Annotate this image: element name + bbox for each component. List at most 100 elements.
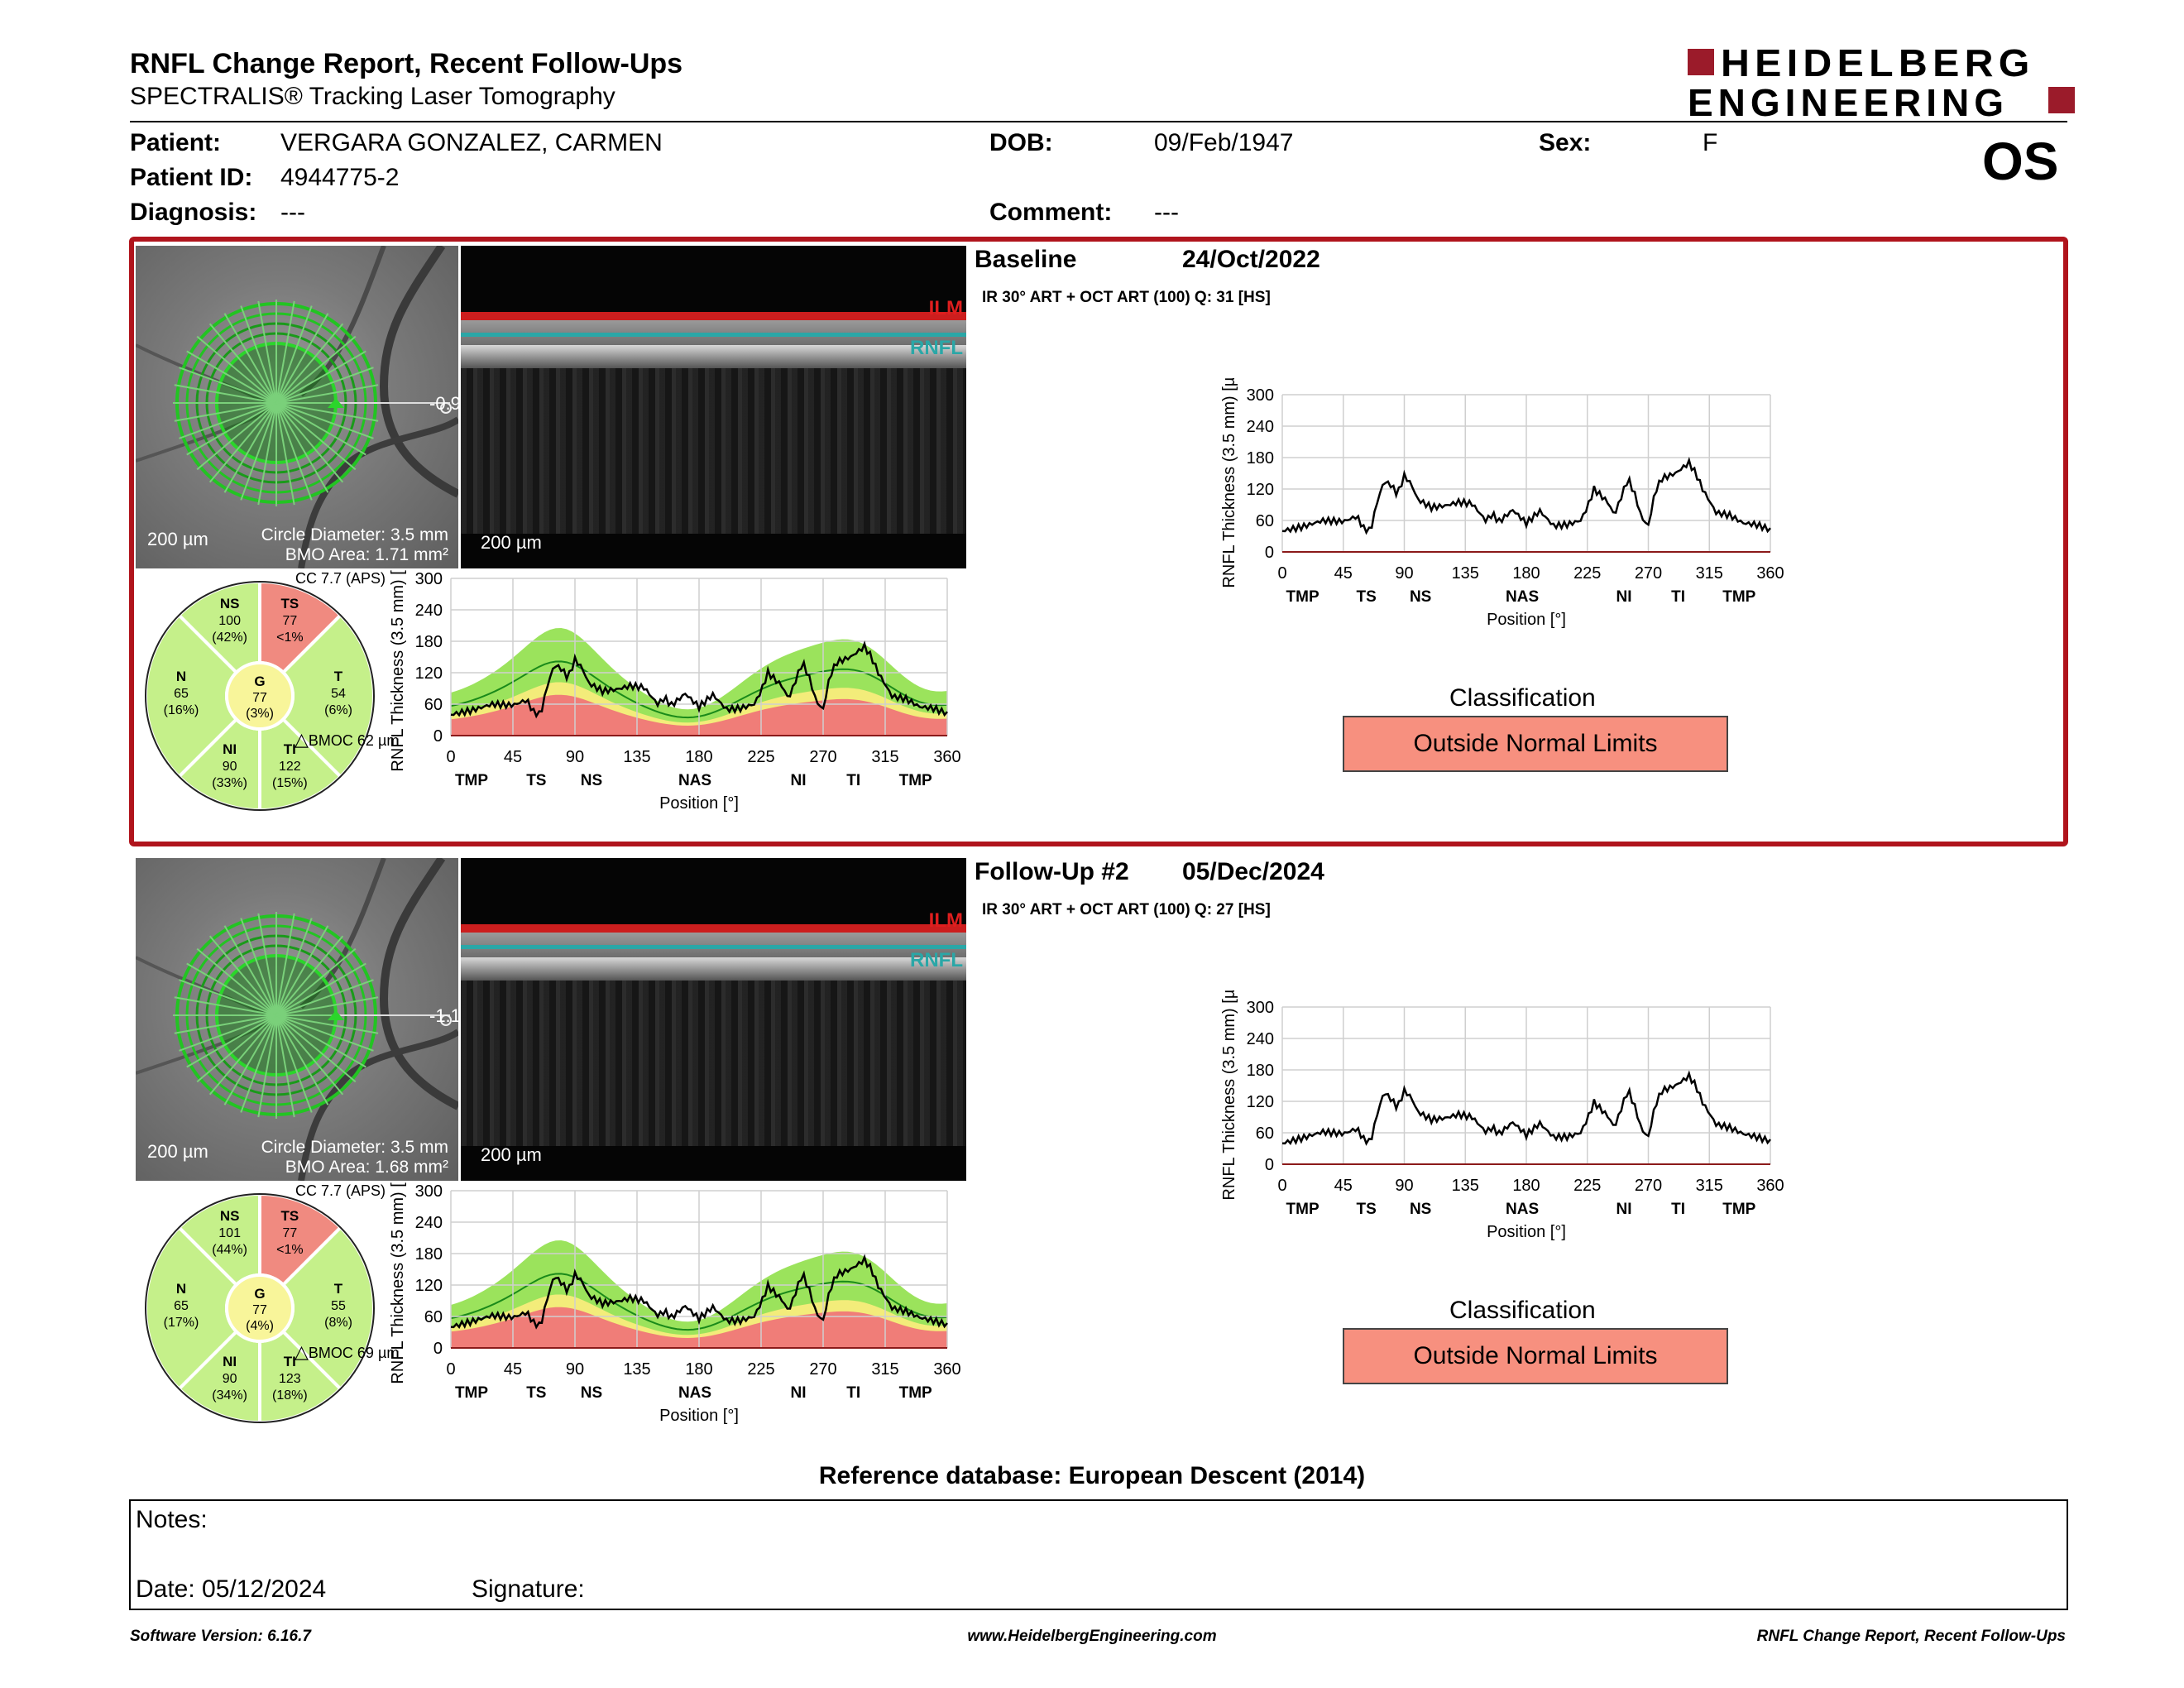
patient-id: 4944775-2 xyxy=(280,164,400,191)
reference-database: Reference database: European Descent (20… xyxy=(818,1462,1366,1489)
oct-bscan: ILM RNFL 200 µm xyxy=(461,858,966,1181)
exam-baseline: 200 µm Circle Diameter: 3.5 mm BMO Area:… xyxy=(0,246,2184,833)
sector-axis-label: TMP xyxy=(455,1384,488,1402)
y-tick-label: 60 xyxy=(424,1308,443,1326)
scan-spoke xyxy=(257,913,277,1016)
logo-line1: HEIDELBERG xyxy=(1721,41,2035,84)
scan-spoke xyxy=(196,402,277,471)
global-value: 77 xyxy=(252,1303,267,1317)
diagnosis-label: Diagnosis: xyxy=(130,199,257,226)
x-tick-label: 315 xyxy=(871,1360,898,1379)
rnfl-thickness-line xyxy=(1281,1070,1771,1146)
scan-spoke xyxy=(208,323,277,404)
y-tick-label: 300 xyxy=(415,1182,443,1201)
sector-percentile: (8%) xyxy=(324,1316,352,1330)
scan-spoke xyxy=(275,402,366,456)
sector-name: TS xyxy=(280,596,299,611)
sector-axis-label: NI xyxy=(791,772,807,789)
classification-result: Outside Normal Limits xyxy=(1343,716,1728,772)
global-value: 77 xyxy=(252,691,267,705)
footer-url[interactable]: www.HeidelbergEngineering.com xyxy=(967,1628,1217,1645)
exam-follow-up: 200 µm Circle Diameter: 3.5 mm BMO Area:… xyxy=(0,858,2184,1446)
sector-global xyxy=(225,1273,295,1343)
oct-scale: 200 µm xyxy=(481,1144,542,1165)
classification-label: Classification xyxy=(1449,684,1596,712)
rnfl-small-chart: 0 45 90 135 180 225 270 315 360 0 60 120 180 240 300 TM… xyxy=(1220,990,1784,1241)
scan-spoke xyxy=(179,1014,277,1052)
scan-spoke xyxy=(196,335,277,404)
ilm-label: ILM xyxy=(928,297,963,319)
x-tick-label: 315 xyxy=(871,748,898,766)
sector-percentile: (16%) xyxy=(164,703,199,717)
scan-spoke xyxy=(179,402,277,439)
scan-spoke xyxy=(275,402,374,439)
sector-name: NI xyxy=(223,1354,237,1369)
sector-axis-label: NS xyxy=(581,772,602,789)
x-tick-label: 360 xyxy=(1756,1177,1784,1195)
software-version: Software Version: 6.16.7 xyxy=(130,1628,311,1645)
sector-name: TS xyxy=(280,1208,299,1224)
rnfl-label: RNFL xyxy=(910,337,963,359)
scan-spoke xyxy=(275,323,344,404)
scan-spoke xyxy=(257,300,277,404)
scan-spoke xyxy=(275,402,344,483)
x-tick-label: 180 xyxy=(1512,1177,1540,1195)
x-tick-label: 225 xyxy=(1573,564,1601,583)
scan-spoke xyxy=(275,925,329,1016)
scan-spoke xyxy=(174,996,277,1016)
x-tick-label: 360 xyxy=(933,748,960,766)
y-tick-label: 0 xyxy=(433,727,443,746)
logo-line2: ENGINEERING xyxy=(1688,81,2009,124)
x-tick-label: 180 xyxy=(685,748,712,766)
oct-bscan: ILM RNFL 200 µm xyxy=(461,246,966,568)
fundus-scale: 200 µm xyxy=(147,529,208,549)
sector-chart: T 54 (6%) TI 122 (15%) NI 90 (33%) N 65 (16%) NS 100 (… xyxy=(144,579,376,813)
x-tick-label: 360 xyxy=(933,1360,960,1379)
circle-diameter: Circle Diameter: 3.5 mm xyxy=(261,525,448,544)
sector-axis-label: NI xyxy=(1616,588,1632,606)
x-tick-label: 225 xyxy=(1573,1177,1601,1195)
sector-percentile: (44%) xyxy=(212,1243,247,1257)
x-axis-title: Position [°] xyxy=(1487,611,1566,629)
x-axis-title: Position [°] xyxy=(1487,1223,1566,1241)
y-tick-label: 120 xyxy=(415,664,443,683)
y-tick-label: 300 xyxy=(1247,386,1274,405)
rnfl-thickness-line xyxy=(1281,456,1771,535)
y-tick-label: 240 xyxy=(415,1214,443,1232)
y-tick-label: 120 xyxy=(1247,481,1274,499)
x-tick-label: 0 xyxy=(446,1360,455,1379)
scan-spoke xyxy=(186,962,277,1016)
x-tick-label: 90 xyxy=(566,748,584,766)
y-tick-label: 60 xyxy=(424,696,443,714)
notes-box: Notes: Date: 05/12/2024 Signature: xyxy=(129,1499,2068,1610)
scan-spoke xyxy=(275,402,379,422)
oct-scale: 200 µm xyxy=(481,532,542,553)
x-tick-label: 315 xyxy=(1696,1177,1723,1195)
footer-report-name: RNFL Change Report, Recent Follow-Ups xyxy=(1756,1628,2066,1645)
sector-name: NS xyxy=(220,1208,240,1224)
sector-value: 90 xyxy=(223,760,237,774)
scan-spoke xyxy=(275,367,374,404)
acquisition-info: IR 30° ART + OCT ART (100) Q: 27 [HS] xyxy=(982,901,1271,918)
sector-axis-label: TMP xyxy=(1286,588,1320,606)
baseline-highlight xyxy=(129,237,2068,846)
sector-percentile: (15%) xyxy=(272,776,308,790)
x-axis-title: Position [°] xyxy=(659,794,739,813)
scan-spoke xyxy=(223,1014,277,1105)
sector-axis-label: NI xyxy=(791,1384,807,1402)
y-tick-label: 0 xyxy=(433,1340,443,1358)
scan-spoke xyxy=(223,313,277,404)
circle-diameter: Circle Diameter: 3.5 mm xyxy=(261,1138,448,1157)
x-axis-title: Position [°] xyxy=(659,1407,739,1425)
scan-spoke xyxy=(275,300,295,404)
sector-axis-label: NI xyxy=(1616,1201,1632,1218)
sector-percentile: (6%) xyxy=(324,703,352,717)
scan-spoke xyxy=(208,1014,277,1096)
sector-name: TI xyxy=(284,741,296,757)
y-axis-title: RNFL Thickness (3.5 mm) [µm] xyxy=(389,570,407,772)
signature-label: Signature: xyxy=(472,1575,585,1603)
report-subtitle: SPECTRALIS® Tracking Laser Tomography xyxy=(130,83,615,110)
exam-date: 05/Dec/2024 xyxy=(1182,858,1324,885)
sector-name: NI xyxy=(223,741,237,757)
scan-spoke xyxy=(174,1014,277,1034)
